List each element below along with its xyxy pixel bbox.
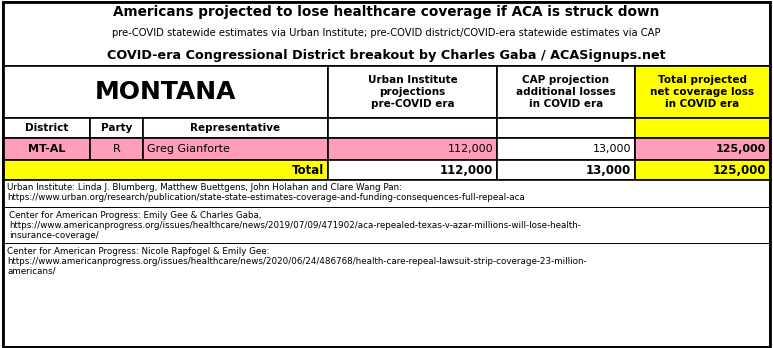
Text: MT-AL: MT-AL (28, 144, 65, 154)
Bar (143, 138, 328, 160)
Text: 125,000: 125,000 (713, 164, 766, 176)
Bar (3, 118, 90, 138)
Text: Urban Institute
projections
pre-COVID era: Urban Institute projections pre-COVID er… (368, 76, 458, 109)
Text: Representative: Representative (190, 123, 281, 133)
Bar (635, 66, 770, 118)
Bar (328, 66, 497, 118)
Text: Party: Party (100, 123, 132, 133)
Text: pre-COVID statewide estimates via Urban Institute; pre-COVID district/COVID-era : pre-COVID statewide estimates via Urban … (112, 27, 661, 38)
Text: 112,000: 112,000 (440, 164, 493, 176)
Bar (635, 138, 770, 160)
Text: CAP projection
additional losses
in COVID era: CAP projection additional losses in COVI… (516, 76, 616, 109)
Bar (90, 118, 143, 138)
Bar (3, 160, 328, 180)
Text: District: District (25, 123, 68, 133)
Text: 112,000: 112,000 (448, 144, 493, 154)
Text: https://www.urban.org/research/publication/state-state-estimates-coverage-and-fu: https://www.urban.org/research/publicati… (7, 193, 525, 203)
Bar (497, 118, 635, 138)
Text: Urban Institute: Linda J. Blumberg, Matthew Buettgens, John Holahan and Clare Wa: Urban Institute: Linda J. Blumberg, Matt… (7, 183, 402, 192)
Text: MONTANA: MONTANA (95, 80, 237, 104)
Text: Center for American Progress: Nicole Rapfogel & Emily Gee:: Center for American Progress: Nicole Rap… (7, 246, 270, 255)
Bar (328, 118, 497, 138)
Text: https://www.americanprogress.org/issues/healthcare/news/2019/07/09/471902/aca-re: https://www.americanprogress.org/issues/… (9, 221, 581, 229)
Text: https://www.americanprogress.org/issues/healthcare/news/2020/06/24/486768/health: https://www.americanprogress.org/issues/… (7, 256, 587, 266)
Bar (497, 66, 635, 118)
Bar (635, 118, 770, 138)
Bar (3, 180, 770, 347)
Bar (497, 138, 635, 160)
Text: 13,000: 13,000 (586, 164, 631, 176)
Text: Total: Total (291, 164, 324, 176)
Text: americans/: americans/ (7, 267, 56, 276)
Bar (3, 2, 770, 66)
Text: Total projected
net coverage loss
in COVID era: Total projected net coverage loss in COV… (650, 76, 754, 109)
Bar (635, 160, 770, 180)
Text: insurance-coverage/: insurance-coverage/ (9, 230, 99, 239)
Text: Center for American Progress: Emily Gee & Charles Gaba,: Center for American Progress: Emily Gee … (9, 211, 261, 220)
Bar (143, 118, 328, 138)
Text: R: R (113, 144, 121, 154)
Bar (328, 138, 497, 160)
Bar (497, 160, 635, 180)
Bar (3, 138, 90, 160)
Text: 13,000: 13,000 (592, 144, 631, 154)
Text: Americans projected to lose healthcare coverage if ACA is struck down: Americans projected to lose healthcare c… (114, 5, 659, 19)
Text: Greg Gianforte: Greg Gianforte (147, 144, 230, 154)
Bar (328, 160, 497, 180)
Text: 125,000: 125,000 (716, 144, 766, 154)
Bar (3, 66, 328, 118)
Text: COVID-era Congressional District breakout by Charles Gaba / ACASignups.net: COVID-era Congressional District breakou… (107, 49, 666, 62)
Bar (90, 138, 143, 160)
